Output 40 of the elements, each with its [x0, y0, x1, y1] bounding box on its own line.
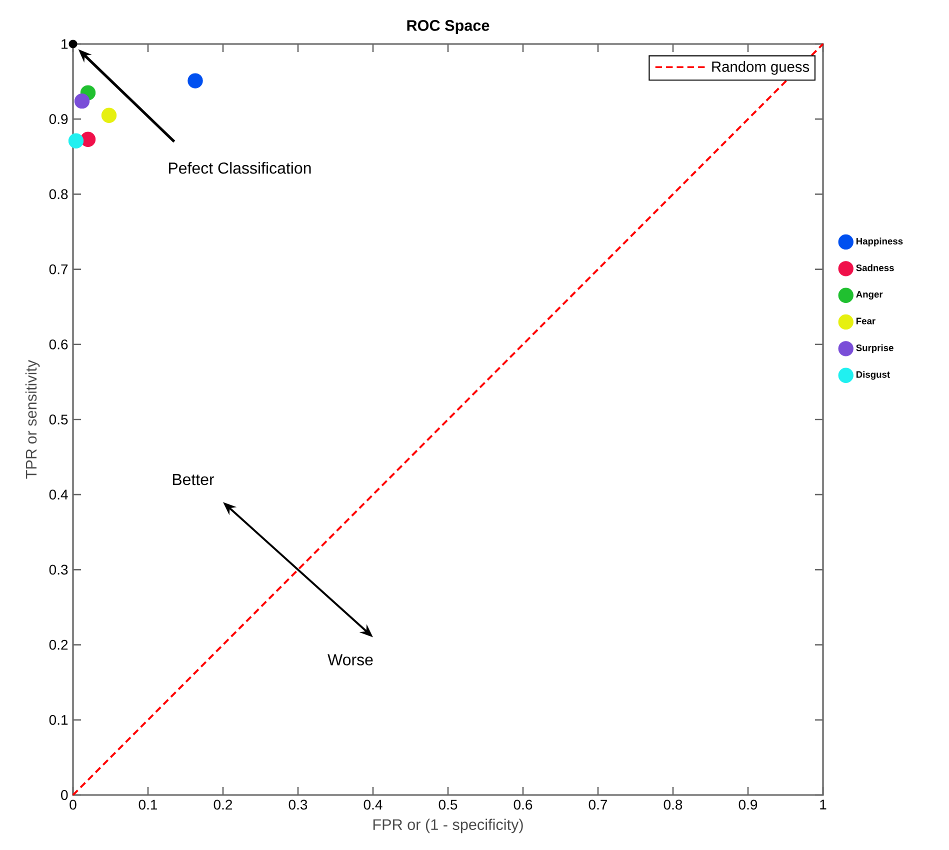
x-tick-label: 0.2 — [214, 800, 232, 810]
y-tick-label: 0.5 — [49, 414, 68, 424]
legend-label: Fear — [856, 318, 876, 324]
chart-title: ROC Space — [407, 20, 490, 34]
legend-label: Random guess — [712, 61, 810, 75]
y-tick-label: 0.7 — [49, 264, 68, 274]
legend-label: Disgust — [856, 370, 890, 380]
y-tick-label: 0.6 — [49, 339, 68, 350]
y-tick-label: 1 — [62, 39, 68, 49]
legend-label: Happiness — [856, 238, 903, 246]
x-tick-label: 0.9 — [738, 800, 758, 810]
point — [74, 93, 90, 109]
point — [101, 108, 117, 123]
y-tick-label: 0.8 — [49, 189, 68, 200]
annotation: Worse — [328, 654, 373, 666]
x-tick-label: 0.3 — [288, 800, 308, 810]
point — [68, 40, 78, 48]
legend-label: Sadness — [856, 264, 894, 272]
annotation: Pefect Classification — [169, 162, 311, 174]
y-tick-label: 0.3 — [49, 564, 68, 575]
x-tick-label: 0.4 — [364, 800, 382, 810]
y-tick-label: 0.4 — [49, 490, 68, 500]
point — [188, 73, 203, 88]
y-tick-label: 0.1 — [49, 714, 68, 725]
annotation: Better — [172, 474, 214, 486]
x-tick-label: 0.1 — [138, 800, 158, 810]
legend-label: Anger — [856, 291, 883, 300]
y-axis-title: TPR or sensitivity — [25, 360, 40, 479]
x-tick-label: 0.5 — [438, 800, 458, 810]
y-tick-label: 0 — [61, 790, 68, 800]
y-tick-label: 0.9 — [49, 114, 68, 124]
x-axis-title: FPR or (1 - specificity) — [373, 818, 523, 834]
x-tick-label: 0.8 — [664, 800, 682, 810]
legend-label: Surprise — [856, 344, 894, 354]
x-tick-label: 0 — [70, 800, 76, 810]
point — [68, 133, 84, 148]
y-tick-label: 0.2 — [49, 640, 68, 650]
x-tick-label: 0.7 — [588, 800, 608, 810]
x-tick-label: 1 — [820, 800, 826, 810]
x-tick-label: 0.6 — [514, 800, 532, 810]
